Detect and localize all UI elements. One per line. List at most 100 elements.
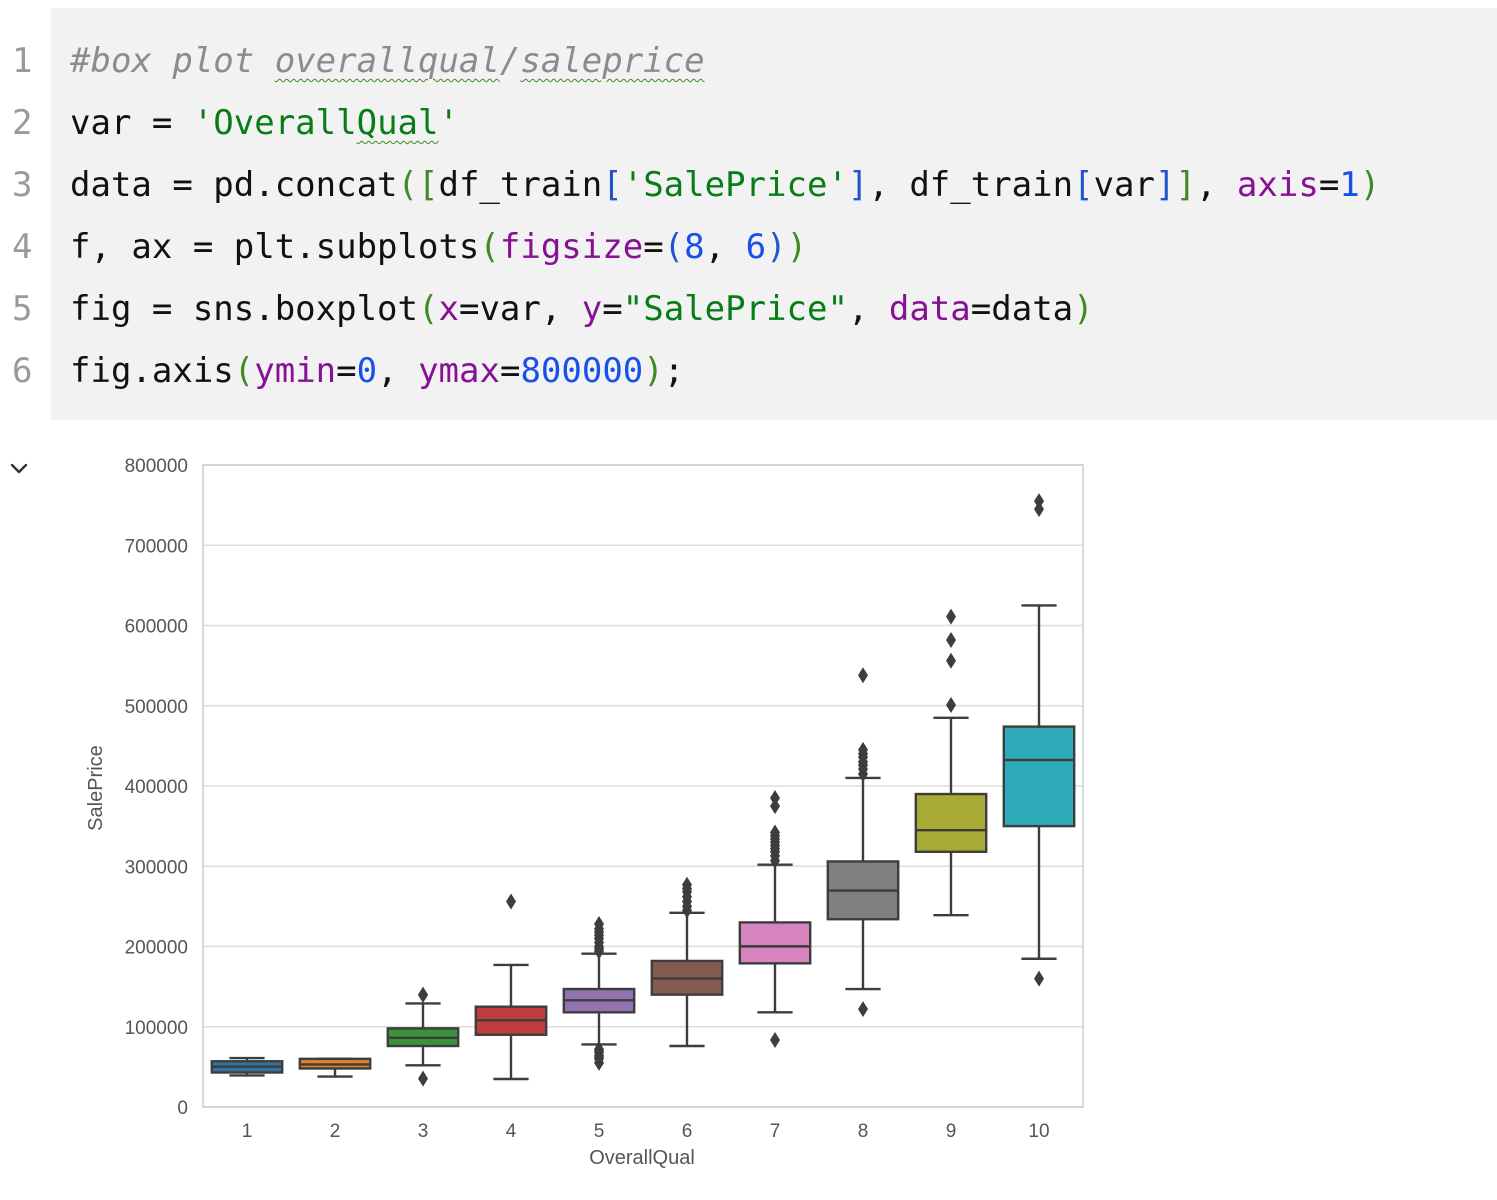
code-token: axis <box>1236 165 1319 205</box>
outlier-point <box>858 1001 868 1018</box>
outlier-point <box>770 790 780 807</box>
code-token: = <box>643 227 664 267</box>
outlier-point <box>858 741 868 758</box>
code-line[interactable]: fig = sns.boxplot(x=var, y="SalePrice", … <box>70 278 1094 340</box>
code-token: = <box>336 351 357 391</box>
box <box>914 792 988 854</box>
code-cell[interactable] <box>51 8 1497 420</box>
code-token: ) <box>643 351 664 391</box>
code-token: "SalePrice" <box>622 289 848 329</box>
code-token: , <box>377 351 419 391</box>
code-token: Qual <box>356 103 439 143</box>
code-token: = <box>499 351 521 391</box>
box-group <box>298 1057 372 1078</box>
code-token: [ <box>418 165 439 205</box>
code-token: 0 <box>356 351 378 391</box>
outlier-point <box>594 1041 604 1058</box>
code-token: 'Overall <box>192 103 357 143</box>
box-group <box>650 876 724 1048</box>
code-token: 8 <box>684 227 705 267</box>
code-line[interactable]: f, ax = plt.subplots(figsize=(8, 6)) <box>70 216 807 278</box>
code-token: ; <box>663 351 685 391</box>
x-tick-label: 4 <box>506 1121 517 1142</box>
code-line[interactable]: fig.axis(ymin=0, ymax=800000); <box>70 340 684 402</box>
x-tick-label: 8 <box>858 1121 869 1142</box>
box-group <box>738 790 812 1048</box>
line-number: 3 <box>12 165 33 205</box>
code-token: ) <box>1073 289 1094 329</box>
code-token: / <box>499 41 521 81</box>
x-axis-title: OverallQual <box>589 1147 695 1169</box>
outlier-point <box>1034 493 1044 510</box>
outlier-point <box>946 696 956 713</box>
line-number: 4 <box>12 227 33 267</box>
y-tick-label: 600000 <box>125 617 188 638</box>
code-token: ] <box>847 165 869 205</box>
box-group <box>386 986 460 1087</box>
line-number: 6 <box>12 351 33 391</box>
outlier-point <box>418 1070 428 1087</box>
outlier-point <box>506 893 516 910</box>
y-axis-title: SalePrice <box>85 745 107 831</box>
code-token: , <box>704 227 746 267</box>
code-token: ymin <box>254 351 337 391</box>
code-token: ) <box>786 227 808 267</box>
outlier-point <box>1034 501 1044 518</box>
code-token: ] <box>1155 165 1176 205</box>
code-token: 6 <box>745 227 767 267</box>
box-group <box>562 916 636 1071</box>
outlier-point <box>682 876 692 893</box>
line-number: 5 <box>12 289 33 329</box>
outlier-point <box>770 798 780 815</box>
line-number: 1 <box>12 41 33 81</box>
code-token: ) <box>1359 165 1381 205</box>
box-group <box>210 1056 284 1077</box>
x-tick-label: 9 <box>946 1121 957 1142</box>
code-token: x <box>438 289 459 329</box>
chevron-down-icon[interactable] <box>8 458 30 480</box>
outlier-point <box>594 916 604 933</box>
code-token: , df_train <box>868 165 1074 205</box>
code-token: fig.axis <box>70 351 234 391</box>
code-token: ( <box>233 351 255 391</box>
code-line[interactable]: var = 'OverallQual' <box>70 92 459 154</box>
outlier-point <box>946 608 956 625</box>
y-tick-label: 300000 <box>125 857 188 878</box>
code-token: figsize <box>499 227 644 267</box>
code-token: fig = sns.boxplot <box>70 289 418 329</box>
code-token: ] <box>1175 165 1196 205</box>
code-token: saleprice <box>520 41 705 81</box>
code-token: 'SalePrice' <box>622 165 848 205</box>
code-token: ' <box>438 103 459 143</box>
code-token: ) <box>766 227 787 267</box>
code-token: ( <box>397 165 418 205</box>
code-line[interactable]: data = pd.concat([df_train['SalePrice'],… <box>70 154 1380 216</box>
code-token: ( <box>479 227 500 267</box>
box <box>738 921 812 965</box>
code-line[interactable]: #box plot overallqual/saleprice <box>70 30 705 92</box>
code-token: =data <box>970 289 1074 329</box>
plot-area-frame <box>202 464 1084 1108</box>
box-group <box>474 893 548 1081</box>
y-tick-label: 0 <box>177 1098 188 1119</box>
line-number: 2 <box>12 103 33 143</box>
code-token: df_train <box>438 165 603 205</box>
outlier-point <box>858 667 868 684</box>
code-token: ( <box>418 289 439 329</box>
x-tick-label: 6 <box>682 1121 693 1142</box>
y-tick-label: 200000 <box>125 938 188 959</box>
outlier-point <box>418 986 428 1003</box>
x-tick-label: 7 <box>770 1121 781 1142</box>
outlier-point <box>770 1031 780 1048</box>
code-token: 800000 <box>520 351 644 391</box>
box-group <box>914 608 988 917</box>
code-token: = <box>1318 165 1340 205</box>
x-tick-label: 10 <box>1028 1121 1049 1142</box>
code-token: = <box>602 289 623 329</box>
code-token: data = pd.concat <box>70 165 398 205</box>
y-tick-label: 700000 <box>125 536 188 557</box>
code-token: =var, <box>458 289 582 329</box>
x-tick-label: 3 <box>418 1121 429 1142</box>
code-token: f, ax = plt.subplots <box>70 227 480 267</box>
x-tick-label: 5 <box>594 1121 605 1142</box>
